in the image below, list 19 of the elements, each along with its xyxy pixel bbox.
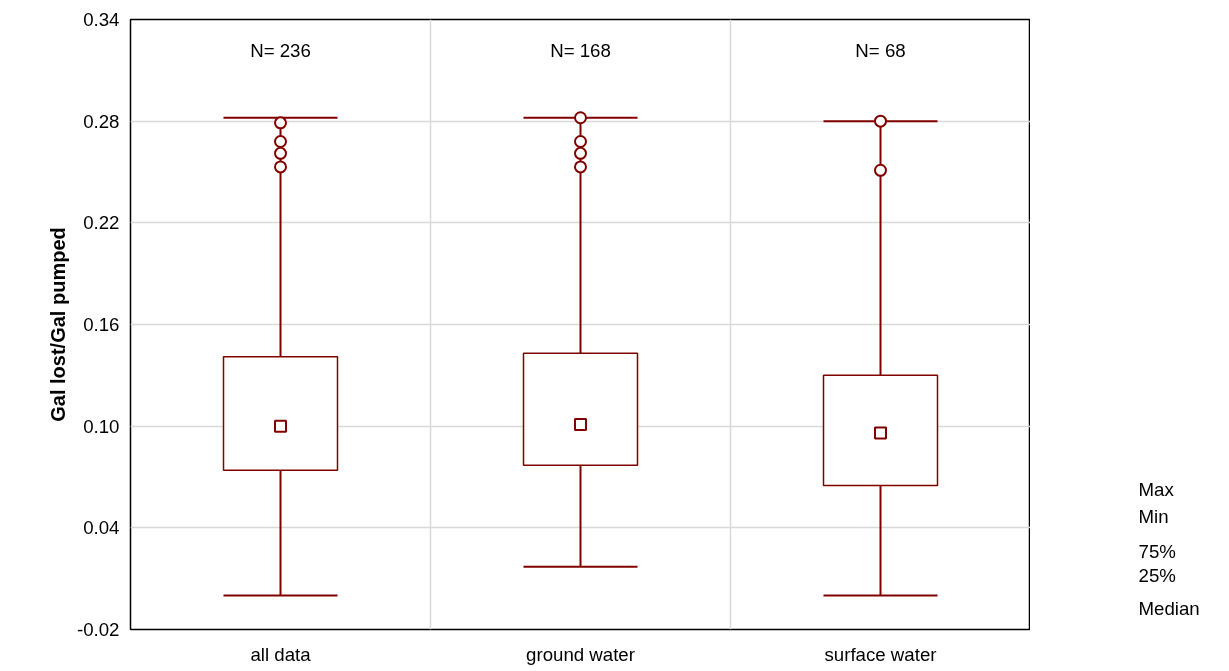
- y-tick-label: 0.04: [83, 517, 120, 539]
- x-tick-label: surface water: [824, 643, 937, 665]
- text: 75%: [1138, 540, 1176, 562]
- y-axis-title: Gal lost/Gal pumped: [46, 227, 69, 422]
- y-tick-label: 0.10: [83, 415, 120, 437]
- text: Max: [1138, 479, 1175, 500]
- y-tick-label: 0.16: [83, 314, 120, 335]
- y-tick-label: 0.22: [83, 212, 120, 234]
- y-tick-label: -0.02: [76, 619, 120, 640]
- annotation: N= 168: [550, 39, 611, 61]
- text: 25%: [1138, 565, 1176, 587]
- annotation: N= 236: [250, 39, 311, 61]
- x-tick-label: ground water: [526, 643, 635, 665]
- y-tick-label: 0.34: [83, 9, 120, 30]
- y-tick-label: 0.28: [83, 110, 120, 132]
- x-tick-label: all data: [250, 643, 312, 665]
- annotation: N= 68: [855, 39, 906, 61]
- text: Median: [1138, 598, 1200, 620]
- text: Min: [1138, 506, 1169, 528]
